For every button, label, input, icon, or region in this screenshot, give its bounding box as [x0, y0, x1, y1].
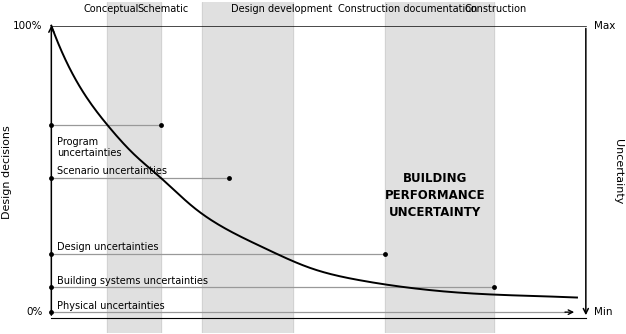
Text: Physical uncertainties: Physical uncertainties: [57, 301, 165, 311]
Text: Design development: Design development: [232, 4, 333, 14]
Text: Max: Max: [593, 21, 615, 31]
Text: Schematic: Schematic: [137, 4, 188, 14]
Bar: [108, 2, 161, 333]
Bar: [385, 2, 495, 333]
Text: Design uncertainties: Design uncertainties: [57, 242, 159, 252]
Text: Building systems uncertainties: Building systems uncertainties: [57, 276, 208, 286]
Bar: [202, 2, 294, 333]
Text: Conceptual: Conceptual: [84, 4, 139, 14]
Text: 0%: 0%: [26, 307, 43, 317]
Text: Construction documentation: Construction documentation: [338, 4, 477, 14]
Text: Design decisions: Design decisions: [2, 125, 12, 219]
Text: 100%: 100%: [13, 21, 43, 31]
Text: Uncertainty: Uncertainty: [613, 139, 623, 204]
Text: Min: Min: [593, 307, 612, 317]
Text: Construction: Construction: [464, 4, 527, 14]
Text: Scenario uncertainties: Scenario uncertainties: [57, 166, 167, 176]
Text: BUILDING
PERFORMANCE
UNCERTAINTY: BUILDING PERFORMANCE UNCERTAINTY: [385, 172, 486, 219]
Text: Program
uncertainties: Program uncertainties: [57, 137, 121, 158]
